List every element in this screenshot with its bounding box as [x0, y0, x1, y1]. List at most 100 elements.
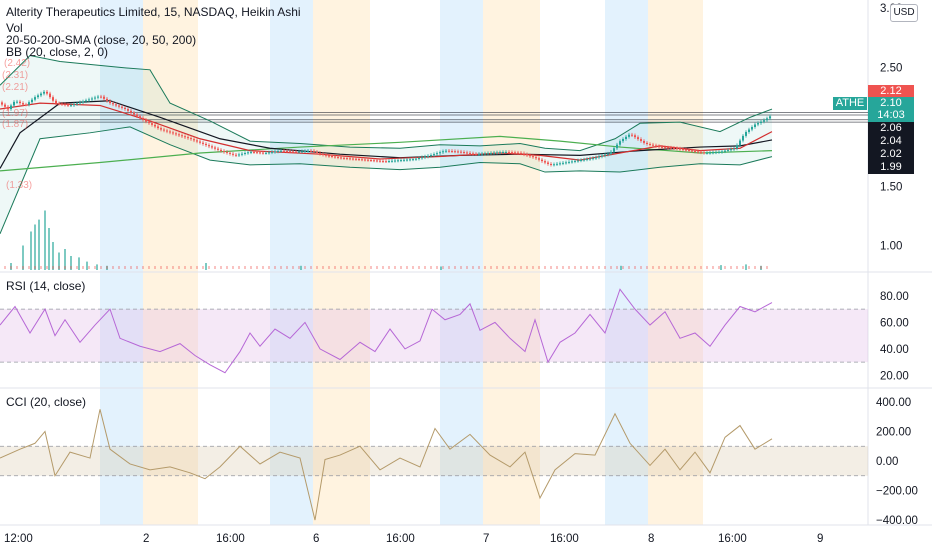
- candle-body: [658, 146, 660, 148]
- volume-bar: [712, 266, 714, 269]
- price-badge-4: 2.02: [868, 148, 914, 161]
- candle-body: [127, 109, 129, 111]
- sma-label[interactable]: 20-50-200-SMA (close, 20, 50, 200): [6, 33, 197, 47]
- candle-body: [142, 117, 144, 120]
- volume-bar: [520, 266, 522, 269]
- candle-body: [175, 133, 177, 135]
- volume-bar: [730, 266, 732, 269]
- candle-body: [646, 142, 648, 144]
- volume-bar: [130, 266, 132, 269]
- candle-body: [349, 158, 351, 160]
- candle-body: [292, 151, 294, 153]
- candle-body: [376, 160, 378, 162]
- candle-body: [301, 151, 303, 153]
- cci-label[interactable]: CCI (20, close): [6, 395, 87, 409]
- candle-body: [556, 163, 558, 165]
- volume-bar: [268, 266, 270, 269]
- candle-body: [283, 150, 285, 152]
- candle-body: [79, 102, 81, 104]
- candle-body: [694, 150, 696, 152]
- volume-bar: [22, 266, 24, 269]
- candle-body: [631, 134, 633, 136]
- volume-bar: [424, 266, 426, 269]
- volume-bar: [466, 266, 468, 269]
- candle-body: [751, 126, 753, 130]
- candle-body: [121, 106, 123, 108]
- candle-body: [502, 151, 504, 153]
- candle-body: [133, 112, 135, 115]
- volume-bar: [706, 266, 708, 269]
- cci-tick-label: −400.00: [876, 515, 918, 527]
- volume-bar: [178, 266, 180, 269]
- candle-body: [193, 139, 195, 141]
- volume-bar: [550, 266, 552, 269]
- price-badge-upper: 2.12: [868, 85, 914, 98]
- candle-body: [490, 152, 492, 154]
- candle-body: [43, 91, 45, 94]
- candle-body: [421, 157, 423, 159]
- candle-body: [745, 131, 747, 136]
- candle-body: [109, 100, 111, 104]
- volume-bar: [300, 265, 302, 270]
- volume-bar: [30, 231, 32, 270]
- candle-body: [262, 152, 264, 154]
- symbol-title[interactable]: Alterity Therapeutics Limited, 15, NASDA…: [6, 5, 301, 19]
- candle-body: [541, 159, 543, 162]
- candle-body: [139, 116, 141, 118]
- volume-bar: [568, 266, 570, 269]
- rsi-label[interactable]: RSI (14, close): [6, 279, 86, 293]
- candle-body: [475, 153, 477, 155]
- candle-body: [100, 96, 102, 98]
- candle-body: [211, 146, 213, 148]
- volume-bar: [4, 266, 6, 269]
- candle-body: [379, 160, 381, 162]
- candle-body: [406, 159, 408, 161]
- candle-body: [457, 151, 459, 153]
- candle-body: [580, 159, 582, 161]
- candle-body: [268, 152, 270, 154]
- candle-body: [637, 137, 639, 140]
- volume-bar: [40, 266, 42, 269]
- candle-body: [589, 158, 591, 160]
- volume-label[interactable]: Vol: [6, 21, 23, 35]
- volume-bar: [370, 266, 372, 269]
- currency-button[interactable]: USD: [890, 4, 918, 22]
- volume-bar: [622, 266, 624, 269]
- volume-bar: [142, 266, 144, 269]
- faint-value-6: (1.33): [6, 180, 33, 191]
- candle-body: [238, 154, 240, 156]
- candle-body: [388, 161, 390, 163]
- candle-body: [394, 160, 396, 162]
- volume-bar: [358, 266, 360, 269]
- candle-body: [271, 151, 273, 153]
- volume-bar: [28, 266, 30, 269]
- volume-bar: [760, 265, 762, 270]
- volume-bar: [364, 266, 366, 269]
- volume-bar: [262, 266, 264, 269]
- candle-body: [610, 151, 612, 154]
- candle-body: [628, 134, 630, 137]
- candle-body: [367, 159, 369, 161]
- candle-body: [334, 156, 336, 158]
- candle-body: [157, 126, 159, 129]
- volume-bar: [196, 266, 198, 269]
- volume-bar: [106, 265, 108, 270]
- bb-label[interactable]: BB (20, close, 2, 0): [6, 45, 109, 59]
- candle-body: [235, 154, 237, 156]
- candle-body: [529, 155, 531, 157]
- time-tick-label: 6: [313, 533, 319, 545]
- candle-body: [52, 97, 54, 101]
- candle-body: [700, 151, 702, 153]
- cci-line: [0, 409, 773, 521]
- volume-bar: [436, 266, 438, 269]
- volume-bar: [688, 266, 690, 269]
- volume-bar: [298, 266, 300, 269]
- candle-body: [763, 120, 765, 122]
- volume-bar: [238, 266, 240, 269]
- candle-body: [469, 152, 471, 154]
- candle-body: [562, 162, 564, 164]
- volume-bar: [586, 266, 588, 269]
- candle-body: [364, 159, 366, 161]
- volume-bar: [748, 266, 750, 269]
